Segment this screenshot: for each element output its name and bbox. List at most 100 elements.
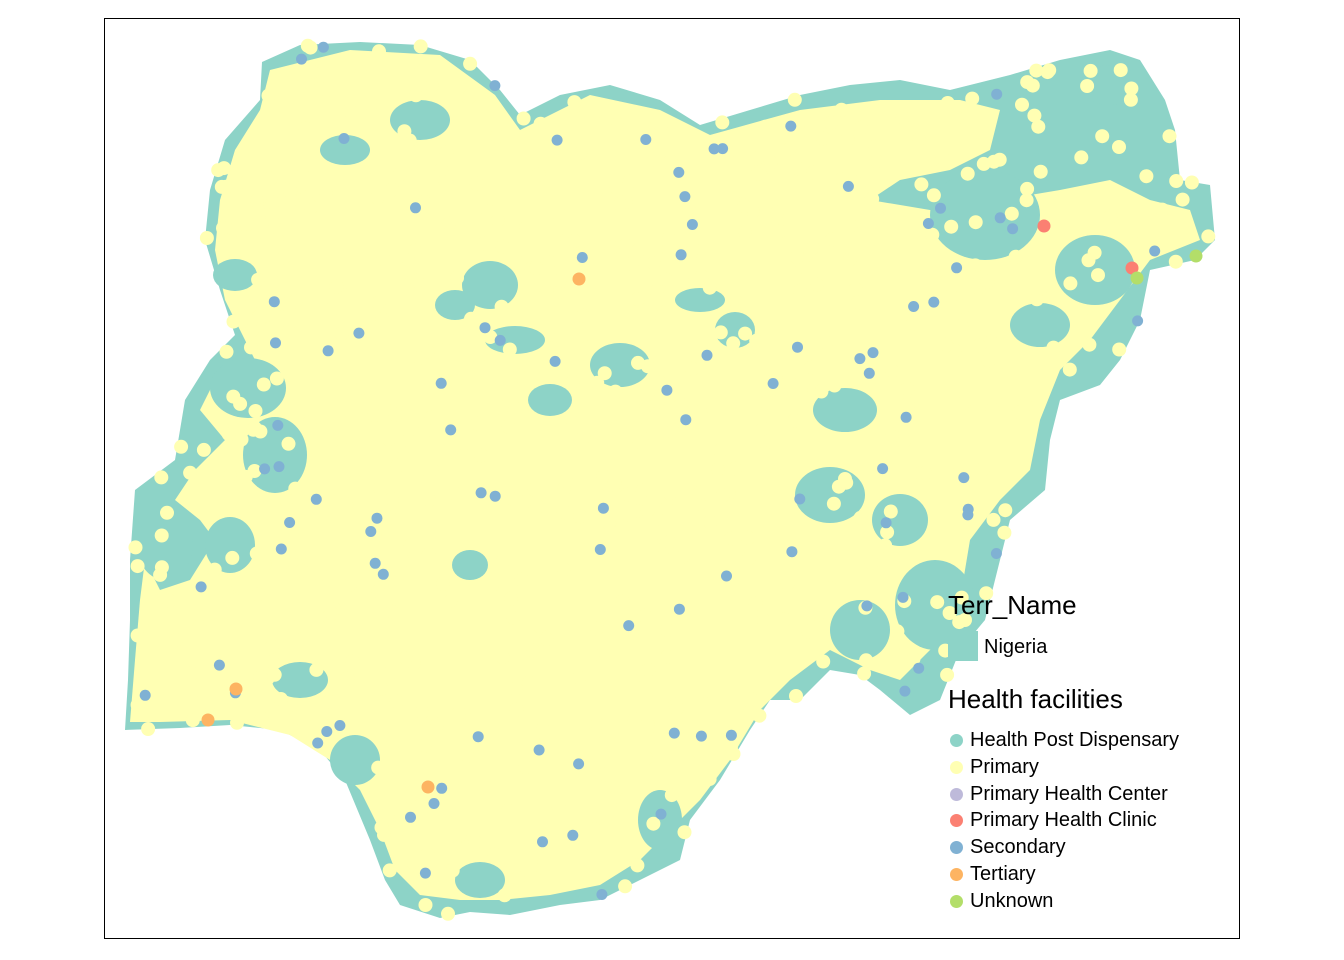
facility-point-primary (659, 501, 674, 516)
facility-point-secondary (321, 726, 333, 737)
facility-point-primary (389, 694, 404, 709)
facility-point-primary (402, 827, 417, 842)
facility-point-primary (551, 206, 566, 221)
facility-point-primary (226, 314, 241, 329)
facility-point-primary (199, 231, 214, 245)
facility-point-primary (192, 619, 207, 634)
facility-point-secondary (369, 557, 381, 569)
facility-point-primary (663, 154, 678, 169)
facility-point-primary (382, 510, 397, 525)
facility-point-primary (939, 337, 954, 352)
facility-point-primary (607, 476, 622, 491)
facility-point-primary (597, 366, 612, 381)
facility-point-primary (827, 378, 842, 393)
facility-point-primary (1019, 193, 1034, 208)
facility-point-primary (1091, 268, 1105, 283)
facility-point-primary (618, 879, 633, 894)
facility-point-primary (586, 839, 601, 853)
facility-point-primary (1025, 78, 1040, 93)
facility-point-primary (929, 265, 944, 280)
facility-point-primary (303, 40, 318, 55)
facility-point-primary (703, 760, 718, 775)
facility-point-secondary (962, 509, 974, 521)
facility-point-primary (244, 340, 258, 355)
facility-point-primary (487, 847, 502, 862)
facility-point-primary (658, 272, 673, 287)
facility-point-primary (641, 663, 656, 678)
facility-point-secondary (494, 334, 506, 346)
facility-point-primary (644, 306, 659, 321)
facility-point-primary (586, 647, 601, 662)
facility-point-primary (408, 243, 423, 258)
facility-point-primary (944, 219, 959, 234)
facility-point-primary (864, 555, 879, 570)
facility-point-primary (803, 360, 818, 375)
facility-point-primary (247, 464, 262, 478)
facility-point-primary (692, 496, 707, 511)
facility-point-primary (661, 231, 676, 246)
facility-point-primary (247, 420, 262, 435)
facility-point-unknown (1130, 271, 1144, 285)
facility-point-primary (305, 64, 320, 79)
facility-point-primary (1139, 169, 1154, 184)
facility-point-primary (240, 216, 255, 231)
facility-point-primary (968, 215, 983, 230)
facility-point-primary (1175, 192, 1190, 207)
facility-point-primary (573, 145, 588, 160)
facility-point-primary (563, 410, 577, 425)
facility-point-primary (1020, 181, 1035, 196)
facility-point-primary (912, 132, 926, 147)
facility-point-secondary (994, 212, 1006, 224)
facility-point-primary (871, 210, 886, 225)
facility-point-primary (660, 623, 675, 638)
facility-point-primary (954, 590, 969, 605)
facility-point-primary (711, 462, 725, 477)
facility-point-primary (640, 717, 655, 732)
facility-point-primary (669, 701, 684, 716)
facility-point-secondary (717, 143, 729, 155)
facility-point-primary (596, 469, 611, 484)
facility-point-primary (567, 95, 582, 110)
facility-point-secondary (842, 180, 854, 192)
facility-point-primary (759, 395, 774, 410)
facility-point-primary (226, 389, 241, 404)
facility-point-secondary (899, 685, 911, 697)
facility-point-primary (464, 311, 478, 326)
facility-point-primary (885, 363, 900, 378)
facility-point-primary (477, 236, 492, 251)
facility-point-primary (551, 798, 566, 813)
facility-point-primary (677, 825, 692, 840)
facility-point-primary (580, 340, 595, 355)
facility-point-primary (375, 728, 390, 743)
facility-point-tertiary (201, 713, 215, 727)
facility-point-primary (956, 299, 971, 314)
facility-point-secondary (377, 568, 389, 580)
facility-point-primary (424, 410, 439, 425)
facility-point-primary (194, 568, 209, 583)
facility-point-primary (926, 188, 941, 203)
facility-point-primary (558, 474, 573, 489)
facility-point-primary (421, 344, 436, 359)
facility-point-primary (364, 97, 379, 111)
facility-point-primary (980, 274, 995, 289)
facility-point-primary (885, 427, 900, 442)
facility-point-primary (261, 88, 276, 103)
facility-point-primary (698, 697, 713, 712)
facility-point-primary (430, 717, 445, 732)
facility-point-primary (631, 243, 646, 258)
facility-point-primary (334, 326, 349, 341)
facility-point-primary (539, 632, 554, 647)
facility-point-primary (742, 705, 757, 720)
facility-point-primary (640, 503, 655, 518)
facility-point-primary (905, 316, 920, 331)
facility-point-primary (556, 504, 571, 519)
facility-point-primary (247, 250, 262, 265)
facility-point-primary (1169, 174, 1184, 188)
facility-point-primary (502, 342, 517, 357)
facility-point-secondary (661, 384, 673, 396)
facility-point-primary (748, 596, 763, 611)
facility-point-primary (417, 738, 432, 753)
facility-point-primary (392, 167, 407, 182)
facility-point-primary (512, 256, 527, 270)
facility-point-secondary (322, 345, 334, 357)
